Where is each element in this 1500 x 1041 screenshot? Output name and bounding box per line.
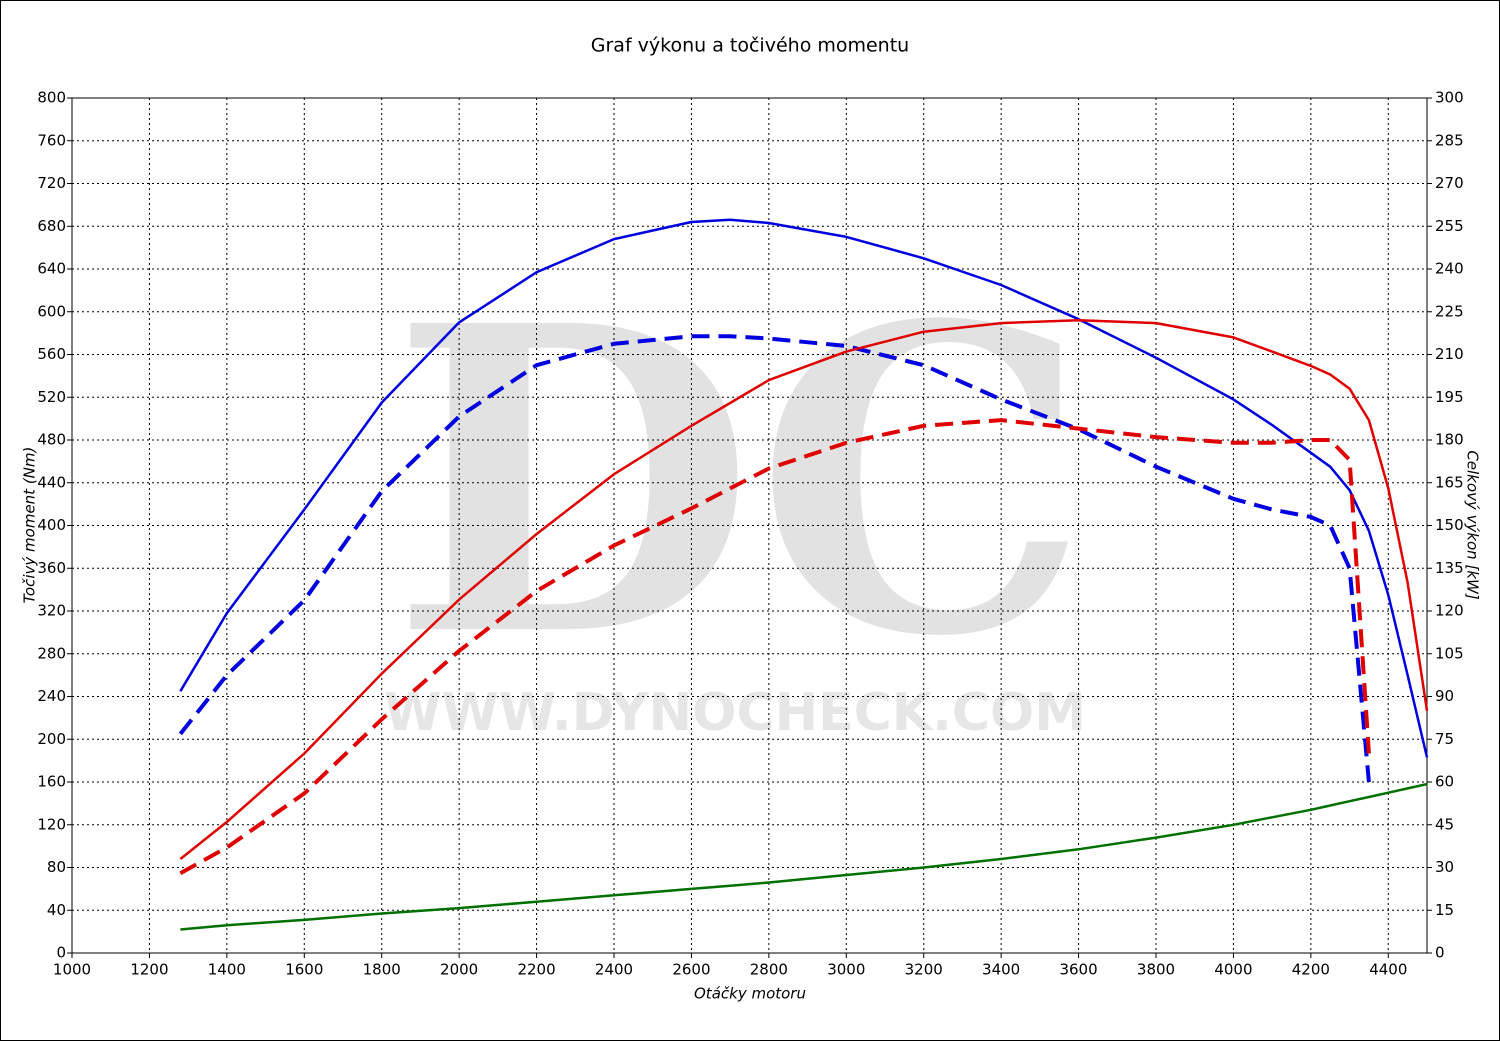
x-tick-label: 2000 bbox=[440, 961, 478, 979]
y-tick-label: 400 bbox=[37, 516, 66, 534]
x-tick-label: 3200 bbox=[905, 961, 943, 979]
plot-frame bbox=[71, 97, 1428, 954]
y-tick-label: 200 bbox=[37, 730, 66, 748]
y2-tick-label: 150 bbox=[1435, 516, 1464, 534]
x-tick-label: 1200 bbox=[130, 961, 168, 979]
y-tick-label: 360 bbox=[37, 559, 66, 577]
y2-tick-label: 60 bbox=[1435, 773, 1454, 791]
y-tick-label: 160 bbox=[37, 773, 66, 791]
x-tick-label: 2400 bbox=[595, 961, 633, 979]
y-tick-label: 480 bbox=[37, 431, 66, 449]
y2-tick-label: 135 bbox=[1435, 559, 1464, 577]
y-tick-label: 0 bbox=[56, 944, 66, 962]
x-tick-label: 1400 bbox=[208, 961, 246, 979]
x-tick-label: 4400 bbox=[1369, 961, 1407, 979]
x-tick-label: 4000 bbox=[1214, 961, 1252, 979]
y2-tick-label: 210 bbox=[1435, 345, 1464, 363]
x-tick-label: 2200 bbox=[517, 961, 555, 979]
y2-tick-label: 285 bbox=[1435, 131, 1464, 149]
y-tick-label: 800 bbox=[37, 89, 66, 107]
y2-tick-label: 195 bbox=[1435, 388, 1464, 406]
y2-tick-label: 90 bbox=[1435, 687, 1454, 705]
series-line bbox=[180, 782, 1428, 931]
y2-tick-label: 225 bbox=[1435, 302, 1464, 320]
y-tick-label: 680 bbox=[37, 217, 66, 235]
x-axis-title: Otáčky motoru bbox=[694, 985, 806, 1003]
y2-tick-label: 255 bbox=[1435, 217, 1464, 235]
y2-tick-label: 0 bbox=[1435, 944, 1445, 962]
x-tick-label: 2600 bbox=[672, 961, 710, 979]
series-line bbox=[178, 334, 1371, 783]
y2-tick-label: 120 bbox=[1435, 602, 1464, 620]
y2-tick-label: 270 bbox=[1435, 174, 1464, 192]
x-tick-label: 2800 bbox=[750, 961, 788, 979]
y-tick-label: 320 bbox=[37, 602, 66, 620]
y2-axis-title: Celkový výkon [kW] bbox=[1464, 450, 1482, 600]
y-tick-label: 80 bbox=[47, 858, 66, 876]
y-tick-label: 240 bbox=[37, 687, 66, 705]
y-tick-label: 520 bbox=[37, 388, 66, 406]
y2-tick-label: 45 bbox=[1435, 815, 1454, 833]
y-tick-label: 280 bbox=[37, 644, 66, 662]
x-tick-label: 1600 bbox=[285, 961, 323, 979]
y-tick-label: 600 bbox=[37, 302, 66, 320]
x-tick-label: 1800 bbox=[363, 961, 401, 979]
watermark-url: WWW.DYNOCHECK.COM bbox=[384, 683, 1086, 743]
y2-tick-label: 165 bbox=[1435, 473, 1464, 491]
y-tick-label: 40 bbox=[47, 901, 66, 919]
x-tick-label: 3400 bbox=[982, 961, 1020, 979]
series-line bbox=[179, 319, 1429, 860]
y2-tick-label: 75 bbox=[1435, 730, 1454, 748]
x-tick-label: 3000 bbox=[827, 961, 865, 979]
x-tick-label: 3600 bbox=[1059, 961, 1097, 979]
series-line bbox=[179, 418, 1371, 875]
y-tick-label: 720 bbox=[37, 174, 66, 192]
x-tick-label: 4200 bbox=[1292, 961, 1330, 979]
y2-tick-label: 180 bbox=[1435, 431, 1464, 449]
y2-tick-label: 105 bbox=[1435, 644, 1464, 662]
y-tick-label: 560 bbox=[37, 345, 66, 363]
y-tick-label: 760 bbox=[37, 131, 66, 149]
y2-tick-label: 240 bbox=[1435, 260, 1464, 278]
y2-tick-label: 300 bbox=[1435, 89, 1464, 107]
y2-tick-label: 30 bbox=[1435, 858, 1454, 876]
y-tick-label: 120 bbox=[37, 815, 66, 833]
y-axis-title: Točivý moment (Nm) bbox=[21, 447, 39, 604]
y2-tick-label: 15 bbox=[1435, 901, 1454, 919]
x-tick-label: 3800 bbox=[1137, 961, 1175, 979]
chart-title: Graf výkonu a točivého momentu bbox=[591, 35, 909, 57]
y-tick-label: 640 bbox=[37, 260, 66, 278]
x-tick-label: 1000 bbox=[53, 961, 91, 979]
y-tick-label: 440 bbox=[37, 473, 66, 491]
